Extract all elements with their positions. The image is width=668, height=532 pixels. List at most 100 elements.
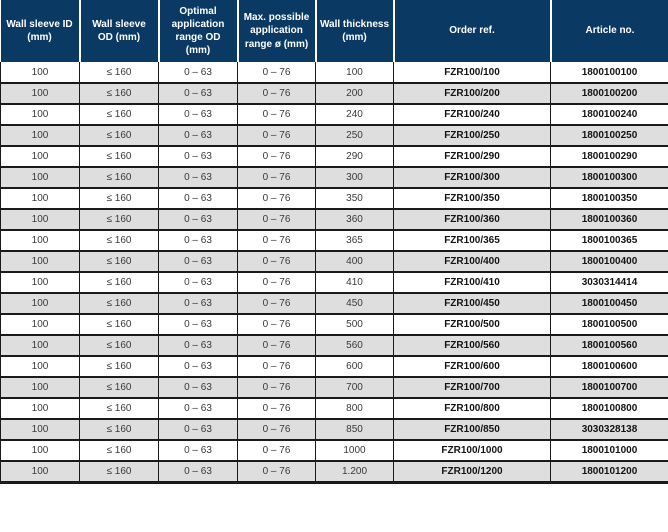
cell-order-ref: FZR100/400: [393, 250, 551, 273]
table-row: 100 ≤ 160 0 – 63 0 – 76 240 FZR100/240 1800100…: [0, 103, 668, 126]
cell-optimal-application-range-od: 0 – 63: [158, 103, 238, 126]
cell-wall-sleeve-od: ≤ 160: [79, 103, 159, 126]
cell-optimal-application-range-od: 0 – 63: [158, 250, 238, 273]
cell-wall-thickness: 360: [315, 208, 394, 231]
cell-optimal-application-range-od: 0 – 63: [158, 187, 238, 210]
cell-wall-thickness: 365: [315, 229, 394, 252]
cell-wall-sleeve-id: 100: [0, 103, 80, 126]
cell-order-ref: FZR100/250: [393, 124, 551, 147]
cell-wall-sleeve-od: ≤ 160: [79, 124, 159, 147]
cell-wall-thickness: 250: [315, 124, 394, 147]
cell-optimal-application-range-od: 0 – 63: [158, 418, 238, 441]
cell-article-no: 1800100800: [550, 397, 668, 420]
table-row: 100 ≤ 160 0 – 63 0 – 76 200 FZR100/200 1800100…: [0, 82, 668, 105]
cell-max-possible-application-range: 0 – 76: [237, 103, 316, 126]
cell-wall-sleeve-id: 100: [0, 62, 80, 84]
cell-wall-sleeve-od: ≤ 160: [79, 460, 159, 484]
cell-order-ref: FZR100/800: [393, 397, 551, 420]
cell-order-ref: FZR100/360: [393, 208, 551, 231]
cell-max-possible-application-range: 0 – 76: [237, 187, 316, 210]
cell-wall-sleeve-id: 100: [0, 334, 80, 357]
cell-wall-thickness: 600: [315, 355, 394, 378]
cell-optimal-application-range-od: 0 – 63: [158, 124, 238, 147]
cell-optimal-application-range-od: 0 – 63: [158, 334, 238, 357]
cell-max-possible-application-range: 0 – 76: [237, 439, 316, 462]
column-header-article-no: Article no.: [549, 0, 668, 62]
cell-wall-sleeve-id: 100: [0, 460, 80, 484]
cell-wall-sleeve-od: ≤ 160: [79, 271, 159, 294]
cell-order-ref: FZR100/350: [393, 187, 551, 210]
cell-wall-sleeve-od: ≤ 160: [79, 376, 159, 399]
cell-article-no: 1800101000: [550, 439, 668, 462]
cell-optimal-application-range-od: 0 – 63: [158, 292, 238, 315]
table-row: 100 ≤ 160 0 – 63 0 – 76 560 FZR100/560 1800100…: [0, 334, 668, 357]
cell-wall-sleeve-id: 100: [0, 166, 80, 189]
cell-wall-sleeve-od: ≤ 160: [79, 145, 159, 168]
table-row: 100 ≤ 160 0 – 63 0 – 76 1.200 FZR100/1200 1800…: [0, 460, 668, 484]
table-row: 100 ≤ 160 0 – 63 0 – 76 600 FZR100/600 1800100…: [0, 355, 668, 378]
cell-wall-sleeve-id: 100: [0, 82, 80, 105]
cell-optimal-application-range-od: 0 – 63: [158, 145, 238, 168]
cell-article-no: 1800100500: [550, 313, 668, 336]
cell-wall-thickness: 700: [315, 376, 394, 399]
cell-optimal-application-range-od: 0 – 63: [158, 376, 238, 399]
cell-optimal-application-range-od: 0 – 63: [158, 229, 238, 252]
table-row: 100 ≤ 160 0 – 63 0 – 76 360 FZR100/360 1800100…: [0, 208, 668, 231]
table-row: 100 ≤ 160 0 – 63 0 – 76 290 FZR100/290 1800100…: [0, 145, 668, 168]
cell-optimal-application-range-od: 0 – 63: [158, 82, 238, 105]
cell-wall-sleeve-id: 100: [0, 418, 80, 441]
cell-order-ref: FZR100/365: [393, 229, 551, 252]
cell-wall-sleeve-od: ≤ 160: [79, 439, 159, 462]
cell-optimal-application-range-od: 0 – 63: [158, 166, 238, 189]
cell-max-possible-application-range: 0 – 76: [237, 376, 316, 399]
cell-optimal-application-range-od: 0 – 63: [158, 397, 238, 420]
cell-wall-sleeve-id: 100: [0, 397, 80, 420]
cell-article-no: 1800100400: [550, 250, 668, 273]
header-row: Wall sleeve ID (mm) Wall sleeve OD (mm) Op…: [0, 0, 668, 62]
cell-max-possible-application-range: 0 – 76: [237, 397, 316, 420]
table-row: 100 ≤ 160 0 – 63 0 – 76 410 FZR100/410 3030314…: [0, 271, 668, 294]
cell-article-no: 1800100290: [550, 145, 668, 168]
cell-wall-sleeve-od: ≤ 160: [79, 187, 159, 210]
cell-wall-sleeve-od: ≤ 160: [79, 355, 159, 378]
column-header-wall-sleeve-id: Wall sleeve ID (mm): [0, 0, 80, 62]
cell-article-no: 1800100250: [550, 124, 668, 147]
cell-wall-sleeve-id: 100: [0, 313, 80, 336]
table-header: Wall sleeve ID (mm) Wall sleeve OD (mm) Op…: [0, 0, 668, 62]
cell-wall-sleeve-od: ≤ 160: [79, 313, 159, 336]
cell-article-no: 1800100240: [550, 103, 668, 126]
cell-optimal-application-range-od: 0 – 63: [158, 271, 238, 294]
cell-wall-sleeve-id: 100: [0, 250, 80, 273]
cell-wall-thickness: 290: [315, 145, 394, 168]
cell-optimal-application-range-od: 0 – 63: [158, 355, 238, 378]
cell-max-possible-application-range: 0 – 76: [237, 82, 316, 105]
cell-article-no: 1800100560: [550, 334, 668, 357]
column-header-wall-sleeve-od: Wall sleeve OD (mm): [78, 0, 159, 62]
cell-wall-sleeve-od: ≤ 160: [79, 334, 159, 357]
cell-article-no: 1800101200: [550, 460, 668, 484]
cell-wall-sleeve-od: ≤ 160: [79, 250, 159, 273]
cell-wall-sleeve-id: 100: [0, 229, 80, 252]
cell-optimal-application-range-od: 0 – 63: [158, 208, 238, 231]
cell-wall-thickness: 850: [315, 418, 394, 441]
cell-order-ref: FZR100/1200: [393, 460, 551, 484]
cell-max-possible-application-range: 0 – 76: [237, 124, 316, 147]
cell-max-possible-application-range: 0 – 76: [237, 229, 316, 252]
table-body: 100 ≤ 160 0 – 63 0 – 76 100 FZR100/100 1800100…: [0, 62, 668, 484]
cell-wall-sleeve-id: 100: [0, 376, 80, 399]
cell-order-ref: FZR100/300: [393, 166, 551, 189]
cell-order-ref: FZR100/240: [393, 103, 551, 126]
cell-max-possible-application-range: 0 – 76: [237, 208, 316, 231]
cell-max-possible-application-range: 0 – 76: [237, 145, 316, 168]
cell-article-no: 1800100450: [550, 292, 668, 315]
cell-order-ref: FZR100/410: [393, 271, 551, 294]
cell-max-possible-application-range: 0 – 76: [237, 313, 316, 336]
cell-max-possible-application-range: 0 – 76: [237, 250, 316, 273]
cell-order-ref: FZR100/560: [393, 334, 551, 357]
cell-wall-thickness: 450: [315, 292, 394, 315]
cell-wall-thickness: 300: [315, 166, 394, 189]
cell-wall-sleeve-id: 100: [0, 355, 80, 378]
cell-order-ref: FZR100/850: [393, 418, 551, 441]
cell-optimal-application-range-od: 0 – 63: [158, 460, 238, 484]
table-row: 100 ≤ 160 0 – 63 0 – 76 850 FZR100/850 3030328…: [0, 418, 668, 441]
